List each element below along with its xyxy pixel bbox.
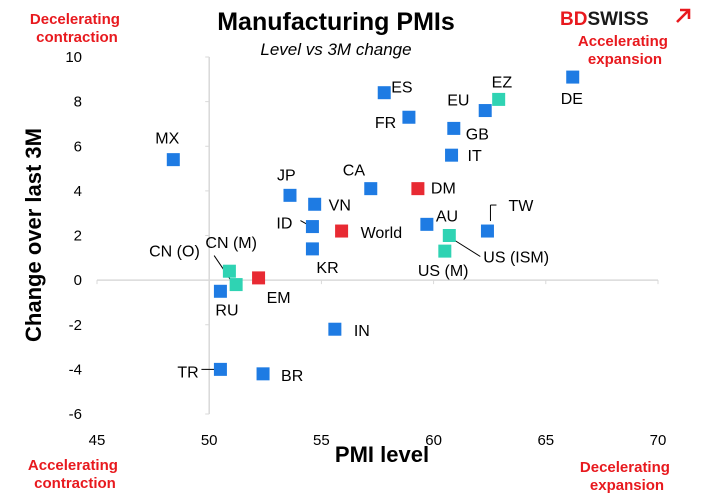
point-marker-world xyxy=(335,224,349,238)
point-label-au: AU xyxy=(436,208,458,225)
corner-bottom-right-line1: Decelerating xyxy=(580,459,670,476)
x-tick-label: 60 xyxy=(425,432,442,449)
point-marker-cn-m xyxy=(222,264,236,278)
point-marker-eu xyxy=(478,104,492,118)
point-label-tr: TR xyxy=(177,364,198,381)
point-marker-ez xyxy=(492,92,506,106)
svg-text:BDSWISS: BDSWISS xyxy=(560,9,649,30)
point-marker-ru xyxy=(213,284,227,298)
point-marker-tw xyxy=(480,224,494,238)
point-marker-in xyxy=(328,322,342,336)
point-label-gb: GB xyxy=(466,126,489,143)
corner-bottom-right: Decelerating expansion xyxy=(580,459,674,494)
corner-bottom-left: Accelerating contraction xyxy=(28,457,122,492)
point-marker-gb xyxy=(447,121,461,135)
point-marker-em xyxy=(252,271,266,285)
x-tick-label: 45 xyxy=(89,432,106,449)
point-marker-cn-o xyxy=(229,278,243,292)
x-tick-label: 65 xyxy=(537,432,554,449)
point-marker-de xyxy=(566,70,580,84)
corner-bottom-left-line1: Accelerating xyxy=(28,457,118,474)
y-tick-label: -4 xyxy=(69,361,82,378)
x-tick-label: 50 xyxy=(201,432,218,449)
point-marker-fr xyxy=(402,110,416,124)
point-label-de: DE xyxy=(561,91,583,108)
point-label-us-ism: US (ISM) xyxy=(483,250,549,267)
point-label-es: ES xyxy=(391,80,412,97)
point-marker-dm xyxy=(411,182,425,196)
point-label-cn-o: CN (O) xyxy=(149,244,200,261)
brand-logo: BDSWISS xyxy=(560,8,691,30)
corner-top-right-line1: Accelerating xyxy=(578,33,668,50)
y-tick-label: 0 xyxy=(74,272,82,289)
point-marker-id xyxy=(305,220,319,234)
point-label-em: EM xyxy=(267,290,291,307)
y-tick-label: 8 xyxy=(74,94,82,111)
corner-top-right-line2: expansion xyxy=(588,51,662,68)
point-marker-kr xyxy=(305,242,319,256)
point-label-eu: EU xyxy=(447,93,469,110)
brand-arrow-icon xyxy=(676,8,691,23)
point-marker-mx xyxy=(166,153,180,167)
x-tick-label: 55 xyxy=(313,432,330,449)
point-label-dm: DM xyxy=(431,181,456,198)
point-label-br: BR xyxy=(281,368,303,385)
point-marker-ca xyxy=(364,182,378,196)
y-tick-label: -6 xyxy=(69,406,82,423)
point-label-cn-m: CN (M) xyxy=(205,235,257,252)
point-label-us-m: US (M) xyxy=(418,263,469,280)
point-marker-us-m xyxy=(438,244,452,258)
corner-top-right: Accelerating expansion xyxy=(578,33,672,68)
point-label-mx: MX xyxy=(155,131,179,148)
corner-bottom-right-line2: expansion xyxy=(590,477,664,494)
point-marker-au xyxy=(420,217,434,231)
point-label-ez: EZ xyxy=(492,74,513,91)
point-marker-jp xyxy=(283,188,297,202)
point-marker-it xyxy=(445,148,459,162)
corner-top-left-line1: Decelerating xyxy=(30,11,120,28)
point-marker-es xyxy=(377,86,391,100)
corner-top-left-line2: contraction xyxy=(36,29,118,46)
x-axis-title: PMI level xyxy=(335,442,429,467)
point-label-vn: VN xyxy=(329,197,351,214)
point-label-kr: KR xyxy=(316,260,338,277)
brand-bd: BD xyxy=(560,9,587,30)
chart-title: Manufacturing PMIs xyxy=(217,8,455,36)
y-tick-label: -2 xyxy=(69,317,82,334)
point-label-it: IT xyxy=(468,148,482,165)
y-tick-label: 10 xyxy=(65,49,82,66)
point-marker-br xyxy=(256,367,270,381)
point-label-jp: JP xyxy=(277,167,296,184)
point-label-tw: TW xyxy=(508,198,534,215)
y-tick-label: 2 xyxy=(74,228,82,245)
point-marker-us-ism xyxy=(442,229,456,242)
point-marker-tr xyxy=(213,362,227,376)
y-tick-label: 6 xyxy=(74,138,82,155)
point-label-world: World xyxy=(361,225,403,242)
point-label-fr: FR xyxy=(375,115,396,132)
point-label-ca: CA xyxy=(343,163,366,180)
point-marker-vn xyxy=(308,197,322,211)
label-leader-us-ism xyxy=(453,239,481,257)
point-label-in: IN xyxy=(354,323,370,340)
chart-subtitle: Level vs 3M change xyxy=(260,40,411,59)
x-tick-label: 70 xyxy=(650,432,667,449)
corner-bottom-left-line2: contraction xyxy=(34,475,116,492)
brand-swiss: SWISS xyxy=(587,9,648,30)
corner-top-left: Decelerating contraction xyxy=(30,11,124,46)
y-axis-title: Change over last 3M xyxy=(21,128,46,342)
point-label-id: ID xyxy=(276,216,292,233)
y-tick-label: 4 xyxy=(74,183,82,200)
point-label-ru: RU xyxy=(215,302,238,319)
